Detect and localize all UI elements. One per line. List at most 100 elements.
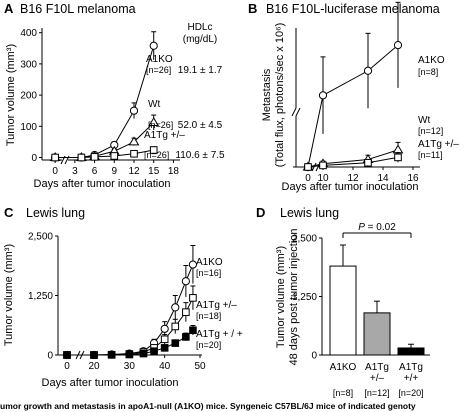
panel-c-ytick-label: 0 xyxy=(47,351,53,362)
panel-b-axes: 0 10 12 14 16 xyxy=(291,28,420,184)
series-n: [n=26] xyxy=(146,65,171,75)
panel-d-ytick-label: 0 xyxy=(311,351,317,362)
series-label: A1KO xyxy=(418,55,445,66)
series-label: A1Tg +/– xyxy=(196,300,237,311)
panel-d-axes: 0 1,250 2,500 xyxy=(292,234,430,362)
figure-caption: umor growth and metastasis in apoA1-null… xyxy=(0,401,416,411)
panel-c-xtick-label: 0 xyxy=(64,361,70,372)
data-point xyxy=(393,41,403,50)
data-point xyxy=(171,322,180,331)
panel-a-letter: A xyxy=(4,1,14,16)
category-label: +/+ xyxy=(404,373,419,384)
panel-c-xtick-label: 50 xyxy=(194,361,206,372)
data-point xyxy=(139,349,148,358)
panel-b-y-axis-break-b xyxy=(295,107,301,117)
data-point xyxy=(130,149,138,158)
data-point xyxy=(363,66,373,75)
data-point xyxy=(90,351,98,359)
category-n: [n=12] xyxy=(364,388,389,398)
panel-b-y-axis-break-gap xyxy=(293,108,299,116)
panel-a-xtick-label: 12 xyxy=(128,166,140,177)
series-label: A1Tg + / + xyxy=(196,329,243,340)
panel-a-axis-break-gap xyxy=(62,156,68,164)
data-point xyxy=(171,339,180,347)
data-point xyxy=(160,344,169,352)
panel-b-ylabel: Metastasis xyxy=(261,68,273,121)
data-point xyxy=(128,136,140,146)
panel-c-axes: 0 1,250 2,500 0 20 30 40 50 xyxy=(28,232,206,373)
bar-A1KO xyxy=(329,265,357,356)
panel-d-ytick-label: 1,250 xyxy=(292,292,317,303)
series-line-A1Tg +/– xyxy=(307,156,399,168)
series-label: Wt xyxy=(148,99,160,110)
data-point xyxy=(171,303,180,312)
panel-d-bars xyxy=(329,244,425,356)
panel-d-ytick-label: 2,500 xyxy=(292,234,317,245)
data-point xyxy=(319,161,327,170)
panel-b-xtick-label: 0 xyxy=(305,173,311,184)
data-point xyxy=(394,153,402,162)
panel-c-series-labels: A1KO[n=16] A1Tg +/–[n=18] A1Tg + / +[n=20] xyxy=(196,257,243,350)
data-point xyxy=(129,106,139,115)
data-point xyxy=(182,308,190,316)
panel-a-ytick-label: 300 xyxy=(20,59,37,70)
panel-b-y-axis-break-a xyxy=(291,107,297,117)
panel-b-xtick-label: 10 xyxy=(317,173,329,184)
panel-b-ylabel2: (Total flux, photons/sec x 10⁶) xyxy=(274,23,286,168)
data-point xyxy=(51,153,59,162)
pvalue-label: P = 0.02 xyxy=(358,222,396,233)
panel-b-series-labels: A1KO[n=8] Wt[n=12] A1Tg +/–[n=11] xyxy=(418,55,459,160)
data-point xyxy=(181,277,190,286)
series-n: [n=20] xyxy=(196,340,221,350)
panel-a-xtick-label: 3 xyxy=(72,166,78,177)
panel-a-series-labels: A1KO[n=26] 19.1 ± 1.7Wt[n=26] 52.0 ± 4.5A1… xyxy=(144,54,225,161)
panel-a-hdl-header-1: HDLc xyxy=(187,22,212,33)
panel-b-series xyxy=(302,1,404,172)
data-point xyxy=(77,153,86,162)
panel-a-ytick-label: 400 xyxy=(20,28,37,39)
series-label: A1Tg +/– xyxy=(144,130,185,141)
data-point xyxy=(182,333,190,341)
category-n: [n=20] xyxy=(398,388,423,398)
data-point xyxy=(304,163,312,171)
panel-b-letter: B xyxy=(248,1,257,16)
panel-c-xtick-label: 40 xyxy=(159,361,171,372)
category-label: A1Tg xyxy=(365,362,389,373)
panel-a-xtick-label: 18 xyxy=(168,166,180,177)
series-n: [n=12] xyxy=(418,126,443,136)
data-point xyxy=(110,152,119,160)
panel-a-hdl-header-2: (mg/dL) xyxy=(183,34,217,45)
panel-c-xlabel: Days after tumor inoculation xyxy=(42,377,179,389)
panel-c-xtick-label: 20 xyxy=(88,361,100,372)
panel-a-xtick-label: 9 xyxy=(112,166,118,177)
panel-c-ylabel: Tumor volume (mm³) xyxy=(3,244,15,346)
series-n: [n=26] xyxy=(144,150,169,160)
series-n: [n=26] xyxy=(148,120,173,130)
data-point xyxy=(318,91,328,100)
panel-a-xtick-label: 0 xyxy=(52,166,58,177)
panel-b-x-axis-break-gap xyxy=(313,163,319,171)
bar-A1Tg +/+ xyxy=(397,347,425,356)
panel-a-xtick-label: 15 xyxy=(148,166,160,177)
series-label: A1KO xyxy=(196,257,223,268)
series-hdl: 19.1 ± 1.7 xyxy=(178,65,223,76)
data-point xyxy=(107,351,116,359)
panel-c-letter: C xyxy=(4,205,14,220)
panel-b: B B16 F10L-luciferase melanoma Metastasi… xyxy=(248,1,459,193)
panel-a-axes: 0 100 200 300 400 0 3 6 9 12 15 18 xyxy=(20,28,180,177)
panel-a-ytick-label: 200 xyxy=(20,91,37,102)
panel-c-ytick-label: 1,250 xyxy=(28,291,53,302)
series-label: A1Tg +/– xyxy=(418,139,459,150)
panel-a-xlabel: Days after tumor inoculation xyxy=(34,178,171,190)
category-n: [n=8] xyxy=(333,388,353,398)
panel-d-ylabel: Tumor volume (mm³) xyxy=(275,246,287,348)
series-n: [n=16] xyxy=(196,268,221,278)
panel-c-ytick-label: 2,500 xyxy=(28,232,53,243)
panel-a-series xyxy=(49,31,160,162)
category-label: A1Tg xyxy=(399,362,423,373)
panel-d-letter: D xyxy=(256,205,265,220)
panel-d-labels: A1KO[n=8]A1Tg+/–[n=12]A1Tg+/+[n=20]P = 0… xyxy=(330,222,424,398)
series-label: Wt xyxy=(418,115,430,126)
panel-b-xtick-label: 14 xyxy=(377,173,389,184)
panel-a: A B16 F10L melanoma HDLc (mg/dL) Tumor v… xyxy=(4,1,225,190)
